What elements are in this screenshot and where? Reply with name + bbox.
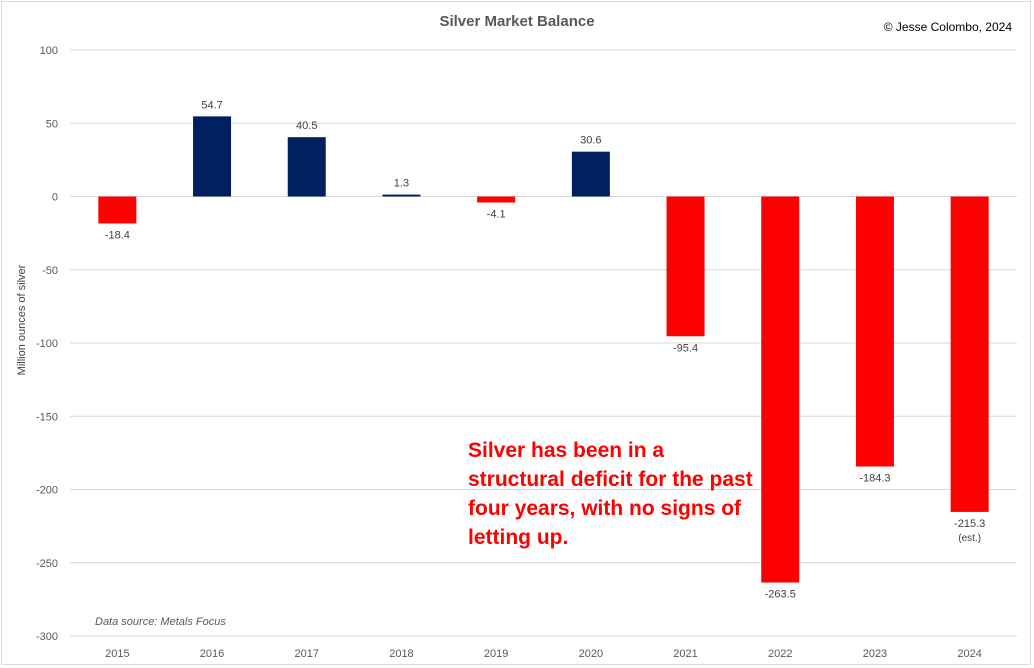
- bar-2021: [666, 196, 705, 337]
- x-tick-label: 2019: [484, 648, 508, 660]
- data-label: 30.6: [580, 135, 601, 147]
- y-tick-label: 0: [52, 192, 58, 204]
- bar-2018: [382, 194, 421, 197]
- y-tick-label: -150: [36, 411, 58, 423]
- data-label: -95.4: [673, 342, 698, 354]
- x-tick-label: 2018: [389, 648, 413, 660]
- bar-2020: [571, 151, 610, 197]
- y-tick-label: 100: [40, 45, 58, 57]
- x-tick-label: 2017: [295, 648, 319, 660]
- y-tick-label: -300: [36, 631, 58, 643]
- data-label: -215.3: [954, 518, 985, 530]
- copyright-text: © Jesse Colombo, 2024: [883, 20, 1012, 34]
- data-label: 40.5: [296, 120, 317, 132]
- data-source-note: Data source: Metals Focus: [95, 616, 226, 628]
- x-tick-label: 2023: [863, 648, 887, 660]
- data-label: -263.5: [765, 589, 796, 601]
- x-tick-label: 2021: [673, 648, 697, 660]
- data-label-note: (est.): [958, 533, 981, 544]
- x-tick-label: 2022: [768, 648, 792, 660]
- data-label: 1.3: [394, 178, 409, 190]
- bar-2019: [477, 196, 516, 203]
- bar-2015: [98, 196, 137, 224]
- y-tick-label: -250: [36, 558, 58, 570]
- bar-2022: [761, 196, 800, 583]
- chart-title: Silver Market Balance: [439, 13, 595, 30]
- x-tick-label: 2016: [200, 648, 224, 660]
- y-tick-label: 50: [46, 118, 58, 130]
- y-tick-label: -100: [36, 338, 58, 350]
- y-tick-label: -200: [36, 485, 58, 497]
- bar-2024: [950, 196, 989, 512]
- bar-2017: [287, 137, 326, 197]
- x-tick-label: 2024: [957, 648, 981, 660]
- data-label: 54.7: [201, 99, 222, 111]
- y-tick-label: -50: [42, 265, 58, 277]
- x-tick-label: 2020: [579, 648, 603, 660]
- x-tick-label: 2015: [105, 648, 129, 660]
- data-label: -184.3: [859, 472, 890, 484]
- annotation-text: Silver has been in a structural deficit …: [468, 439, 753, 549]
- data-label: -18.4: [105, 229, 130, 241]
- bar-2016: [193, 116, 232, 197]
- data-label: -4.1: [487, 209, 506, 221]
- bar-2023: [855, 196, 894, 467]
